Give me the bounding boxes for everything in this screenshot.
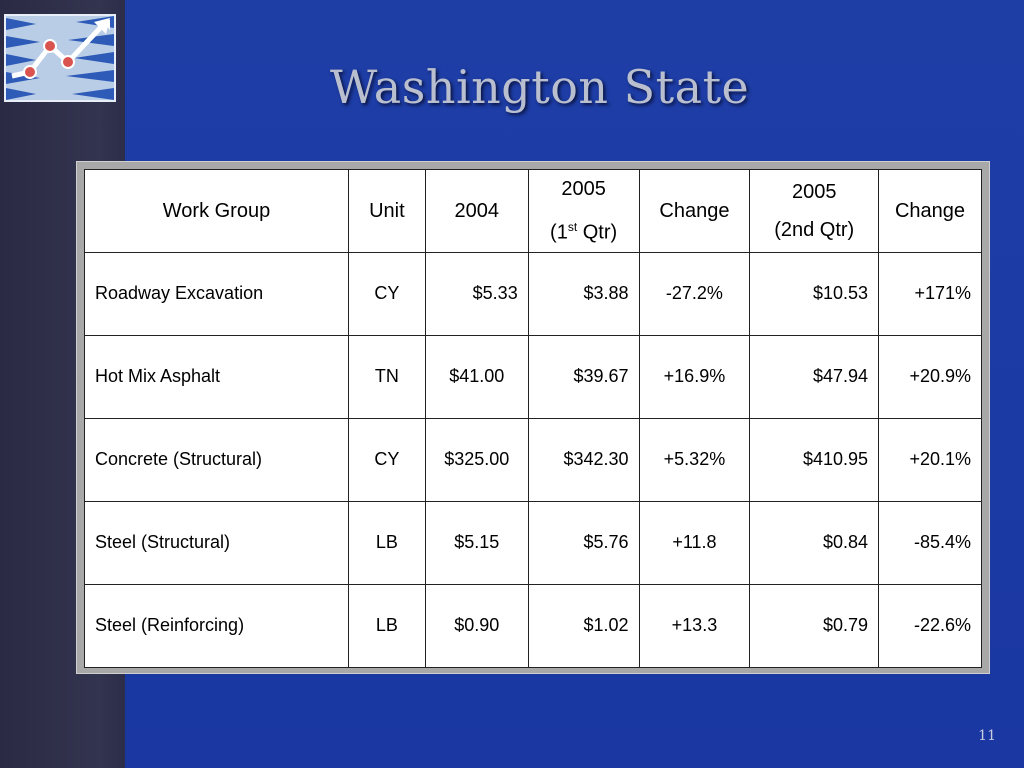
cell-change-2: +20.1% [878,417,982,502]
header-2005-q1-pre: (1 [550,221,568,244]
table-row: Roadway Excavation CY $5.33 $3.88 -27.2%… [84,251,982,336]
cell-change-1: +11.8 [638,500,751,585]
header-2005-q2-year: 2005 [791,180,837,203]
cell-work-group: Hot Mix Asphalt [84,334,349,419]
header-2005-q1: 2005 (1st Qtr) [527,169,640,253]
cell-work-group: Roadway Excavation [84,251,349,336]
cell-change-2: -85.4% [878,500,982,585]
table-row: Steel (Reinforcing) LB $0.90 $1.02 +13.3… [84,583,982,668]
header-2005-q2: 2005 (2nd Qtr) [749,169,880,253]
header-unit: Unit [347,169,426,253]
cell-2005-q1: $1.02 [527,583,640,668]
cell-2005-q2: $0.79 [749,583,880,668]
header-change-2: Change [878,169,982,253]
header-2005-q1-post: Qtr) [577,221,618,244]
header-change-1: Change [638,169,751,253]
cell-unit: CY [347,417,426,502]
cell-unit: LB [347,583,426,668]
header-2005-q2-qtr: (2nd Qtr) [774,218,855,241]
cell-change-2: -22.6% [878,583,982,668]
cell-work-group: Concrete (Structural) [84,417,349,502]
table-row: Steel (Structural) LB $5.15 $5.76 +11.8 … [84,500,982,585]
table-row: Concrete (Structural) CY $325.00 $342.30… [84,417,982,502]
cell-2004: $325.00 [424,417,529,502]
page-number: 11 [978,728,996,744]
cell-change-1: +16.9% [638,334,751,419]
cell-unit: CY [347,251,426,336]
header-2004: 2004 [424,169,529,253]
cell-change-1: +13.3 [638,583,751,668]
slide-title: Washington State [330,60,750,114]
cell-unit: TN [347,334,426,419]
cell-change-2: +20.9% [878,334,982,419]
cell-work-group: Steel (Reinforcing) [84,583,349,668]
cell-2005-q2: $0.84 [749,500,880,585]
cell-change-1: +5.32% [638,417,751,502]
trend-chart-logo-icon [4,14,116,102]
cell-2004: $41.00 [424,334,529,419]
cell-2004: $5.15 [424,500,529,585]
cell-2004: $0.90 [424,583,529,668]
cell-2005-q2: $410.95 [749,417,880,502]
cell-2005-q1: $3.88 [527,251,640,336]
table-header-row: Work Group Unit 2004 2005 (1st Qtr) Chan… [84,169,982,253]
cell-2004: $5.33 [424,251,529,336]
header-work-group: Work Group [84,169,349,253]
header-2005-q1-sup: st [567,220,578,234]
cell-2005-q2: $10.53 [749,251,880,336]
cell-2005-q1: $5.76 [527,500,640,585]
cost-table: Work Group Unit 2004 2005 (1st Qtr) Chan… [84,169,982,668]
cell-change-1: -27.2% [638,251,751,336]
cell-2005-q1: $39.67 [527,334,640,419]
cell-2005-q1: $342.30 [527,417,640,502]
cell-change-2: +171% [878,251,982,336]
cell-2005-q2: $47.94 [749,334,880,419]
cell-work-group: Steel (Structural) [84,500,349,585]
table-row: Hot Mix Asphalt TN $41.00 $39.67 +16.9% … [84,334,982,419]
cell-unit: LB [347,500,426,585]
header-2005-q1-year: 2005 [561,178,606,200]
